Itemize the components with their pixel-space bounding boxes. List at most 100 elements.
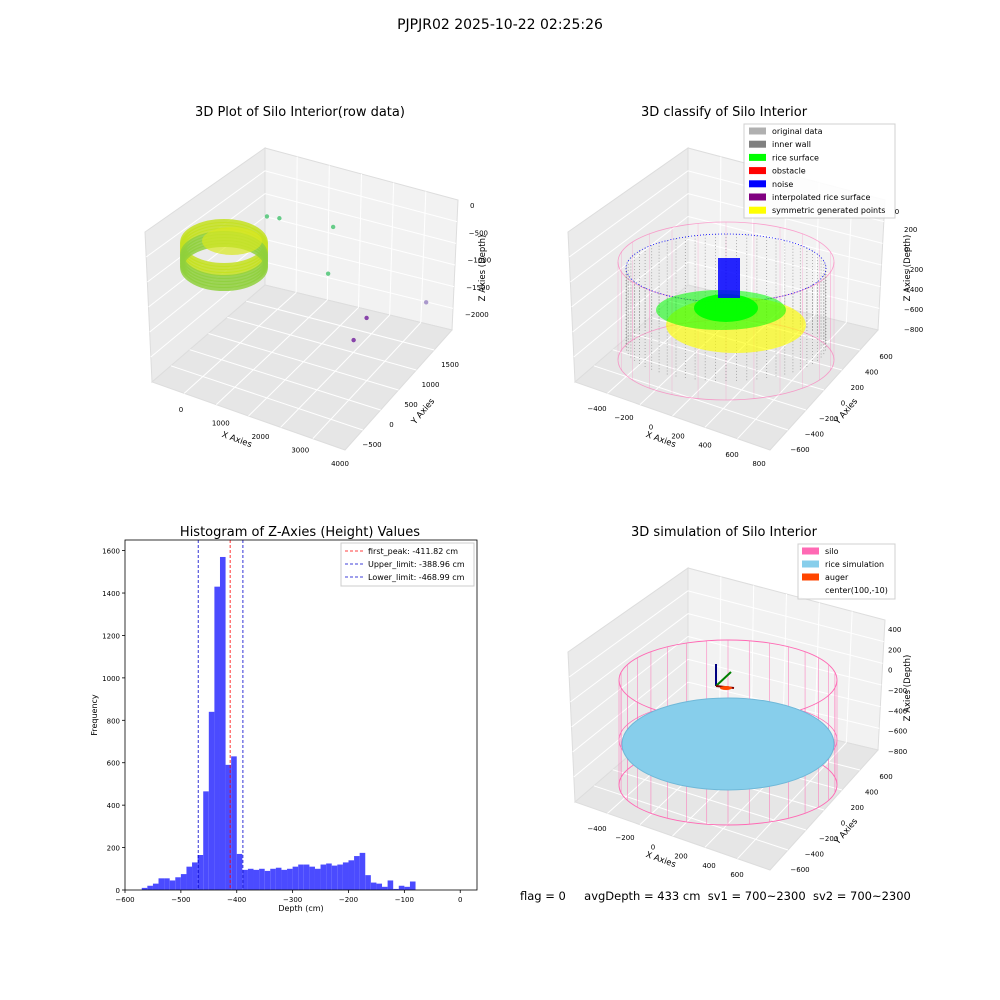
panel4-legend-label: auger	[825, 573, 849, 582]
panel2-z-tick-label: −400	[904, 286, 923, 294]
panel2-legend-swatch	[749, 206, 766, 214]
panel2-legend-label: symmetric generated points	[772, 206, 885, 215]
panel1-z-tick-label: −500	[469, 229, 488, 237]
panel2-legend-swatch	[749, 180, 766, 188]
panel2-legend-swatch	[749, 167, 766, 175]
panel4-x-tick-label: 600	[730, 871, 743, 879]
panel4-y-tick-label: 0	[841, 820, 845, 828]
panel3-y-tick-label: 1400	[102, 590, 120, 598]
histogram-bar	[231, 756, 237, 890]
panel4-x-tick-label: 400	[702, 862, 715, 870]
panel3-axes-frame	[124, 539, 478, 891]
histogram-bar	[287, 868, 293, 890]
panel4-legend-swatch	[802, 547, 819, 555]
panel4-x-axis-label: X Axies	[644, 850, 677, 870]
histogram-bar	[326, 863, 332, 890]
histogram-bar	[337, 864, 343, 890]
panel4-y-tick-label: −200	[819, 835, 838, 843]
panel1-z-tick-label: −1000	[468, 257, 492, 265]
histogram-bar	[320, 864, 327, 890]
panel3-y-tick-label: 200	[107, 845, 120, 853]
histogram-bar	[303, 864, 310, 890]
panel2-legend-label: original data	[772, 127, 823, 136]
panel1-y-tick-label: 500	[404, 401, 417, 409]
panel2-y-tick-label: −600	[790, 446, 809, 454]
panel2-legend-swatch	[749, 153, 766, 161]
histogram-bar	[169, 880, 176, 890]
panel4-rice-simulation-surface	[621, 697, 835, 791]
panel2-legend-swatch	[749, 140, 766, 148]
panel1-title: 3D Plot of Silo Interior(row data)	[195, 105, 405, 120]
panel2-rice-surface-core	[694, 294, 758, 322]
panel3-legend-box	[340, 542, 475, 587]
panel2-grid	[573, 261, 689, 358]
panel3-x-tick-label: −100	[395, 896, 414, 904]
histogram-bar	[393, 888, 399, 890]
histogram-bar	[309, 866, 315, 890]
histogram-bar	[180, 874, 187, 890]
panel2-x-tick-label: 600	[725, 451, 738, 459]
panel4-x-tick-label: 0	[651, 843, 655, 851]
panel1-rice-surface-points	[202, 227, 262, 255]
panel4-y-tick-label: −400	[805, 851, 824, 859]
panel2-grid	[570, 193, 689, 283]
panel4-x-tick-label: −200	[615, 834, 634, 842]
panel3-y-tick-label: 1000	[102, 675, 120, 683]
panel1-outlier-point	[351, 337, 356, 343]
panel3-x-tick-label: −600	[115, 896, 134, 904]
histogram-bar	[259, 868, 265, 890]
histogram-bar	[370, 882, 377, 890]
panel4-x-tick-label: −400	[587, 825, 606, 833]
histogram-bar	[409, 881, 416, 890]
sv2-text: sv2 = 700~2300	[812, 889, 911, 903]
panel4-center-y-arrow	[715, 671, 732, 687]
panel3-y-axis-label: Frequency	[90, 694, 99, 736]
panel4-y-tick-label: 400	[865, 789, 878, 797]
histogram-bar	[253, 869, 260, 890]
histogram-bar	[376, 883, 383, 890]
panel3-x-tick-label: 0	[458, 896, 462, 904]
panel3-x-tick-label: −400	[227, 896, 246, 904]
sv1-text: sv1 = 700~2300	[707, 889, 806, 903]
panel3-x-tick-label: −500	[171, 896, 190, 904]
histogram-bar	[203, 791, 209, 890]
histogram-bar	[192, 862, 198, 890]
panel2-x-tick-label: 0	[649, 423, 653, 431]
histogram-bar	[147, 885, 153, 890]
panel4-y-tick-label: 600	[879, 773, 892, 781]
panel2-z-tick-label: 200	[904, 226, 917, 234]
panel3-y-tick-label: 800	[107, 717, 120, 725]
panel2-z-tick-label: −200	[904, 266, 923, 274]
panel2-x-tick-label: 800	[752, 460, 765, 468]
panel4-z-tick-label: −200	[888, 687, 907, 695]
panel4-legend-label: silo	[825, 547, 839, 556]
figure-title: PJPJR02 2025-10-22 02:25:26	[397, 17, 603, 33]
panel2-legend-label: interpolated rice surface	[772, 193, 870, 202]
panel1-outlier-point	[423, 300, 429, 305]
histogram-bar	[175, 877, 181, 890]
panel2-y-tick-label: 600	[879, 353, 892, 361]
histogram-bar	[348, 860, 355, 890]
histogram-bar	[365, 875, 371, 890]
panel3-legend-label: Upper_limit: -388.96 cm	[368, 560, 465, 569]
panel4-legend-label: rice simulation	[825, 560, 884, 569]
panel1-y-tick-label: 1000	[422, 381, 440, 389]
panel1-z-tick-label: −1500	[466, 284, 490, 292]
panel1-x-tick-label: 0	[179, 406, 183, 414]
panel1-outlier-point	[330, 224, 336, 230]
panel2-legend-box	[743, 123, 896, 219]
panel4-y-tick-label: 200	[851, 804, 864, 812]
panel3-x-tick-label: −200	[339, 896, 358, 904]
panel2-x-tick-label: −400	[587, 405, 606, 413]
panel2-y-tick-label: 200	[851, 384, 864, 392]
panel4-y-tick-label: −600	[790, 866, 809, 874]
panel1-x-tick-label: 1000	[212, 420, 230, 428]
histogram-bar	[298, 864, 304, 890]
panel2-z-tick-label: −800	[904, 326, 923, 334]
status-footer: flag = 0 avgDepth = 433 cm sv1 = 700~230…	[520, 889, 911, 903]
panel1-y-tick-label: 1500	[441, 361, 459, 369]
histogram-bar	[292, 866, 299, 890]
panel4-y-axis-label: Y Axies	[832, 816, 860, 847]
